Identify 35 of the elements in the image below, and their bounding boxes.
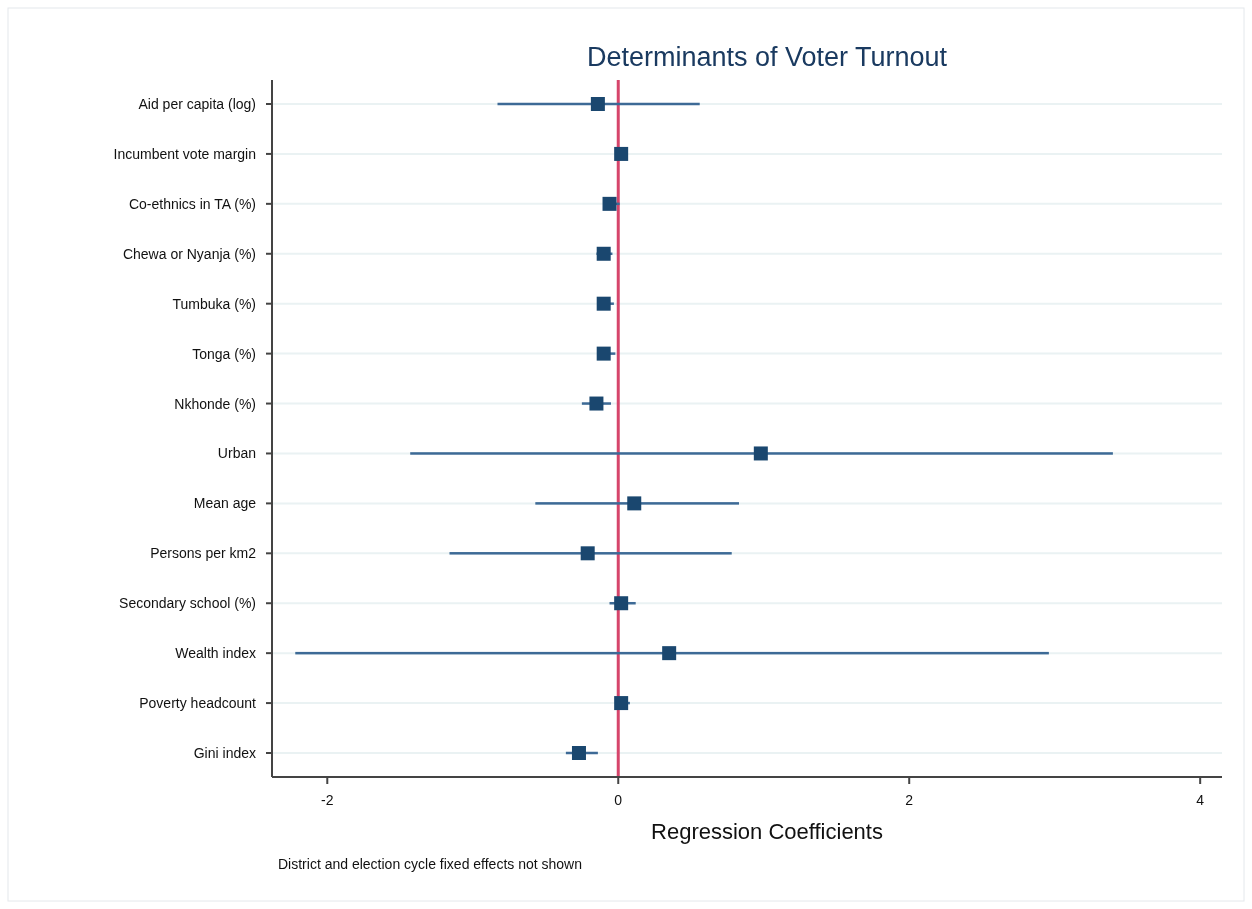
point — [753, 446, 768, 461]
x-tick-label: 4 — [1196, 792, 1205, 808]
point — [596, 246, 611, 261]
point — [571, 746, 586, 760]
point — [580, 546, 595, 561]
y-tick-label: Tonga (%) — [192, 345, 256, 362]
y-tick-label: Gini index — [193, 745, 256, 761]
y-tick-label: Co-ethnics in TA (%) — [128, 195, 256, 212]
point — [596, 346, 611, 361]
point — [627, 496, 642, 511]
x-axis-title: Regression Coefficients — [651, 819, 883, 844]
text: District and election cycle fixed effects not shown — [278, 856, 583, 872]
x-tick-label: 0 — [614, 792, 623, 808]
y-tick-label: Secondary school (%) — [119, 595, 256, 612]
x-tick-label: 2 — [905, 792, 914, 808]
y-tick-label: Nkhonde (%) — [174, 395, 256, 412]
point — [662, 646, 677, 661]
y-tick-label: Mean age — [193, 495, 257, 512]
chart-title: Determinants of Voter Turnout — [586, 42, 948, 72]
y-tick-label: Urban — [217, 445, 256, 462]
y-tick-label: Persons per km2 — [150, 545, 257, 562]
point — [596, 296, 611, 311]
y-tick-label: Tumbuka (%) — [172, 295, 256, 312]
point — [614, 146, 629, 161]
y-tick-label: Wealth index — [175, 645, 256, 662]
point — [614, 596, 629, 611]
x-tick-label: -2 — [321, 792, 334, 808]
y-tick-label: Poverty headcount — [139, 695, 257, 712]
y-tick-label: Incumbent vote margin — [113, 145, 256, 162]
point — [590, 97, 605, 111]
y-tick-label: Aid per capita (log) — [138, 96, 256, 112]
point — [614, 696, 629, 711]
y-tick-label: Chewa or Nyanja (%) — [122, 245, 256, 262]
point — [589, 396, 604, 411]
point — [602, 196, 617, 211]
